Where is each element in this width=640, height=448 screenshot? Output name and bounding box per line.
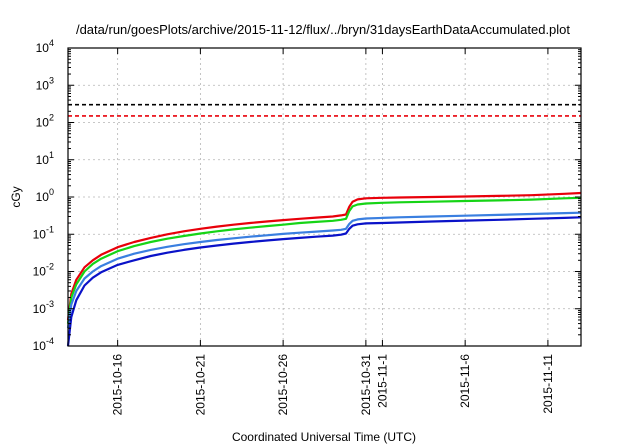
series-line xyxy=(66,191,582,321)
chart-title: /data/run/goesPlots/archive/2015-11-12/f… xyxy=(76,22,570,37)
x-tick-label: 2015-11-6 xyxy=(458,354,472,408)
threshold-layer xyxy=(68,103,581,117)
y-tick-label: 101 xyxy=(36,150,54,167)
y-tick-label: 10-1 xyxy=(33,224,54,241)
series-layer xyxy=(66,191,582,347)
y-tick-label: 104 xyxy=(36,38,54,55)
x-tick-label: 2015-10-26 xyxy=(276,354,290,416)
y-tick-layer: 10-4 10-3 10-2 10-1 100 101 102 103 104 xyxy=(33,38,581,353)
y-tick-label: 10-4 xyxy=(33,336,54,353)
x-tick-label: 2015-11-11 xyxy=(541,354,555,414)
grid-layer xyxy=(68,48,581,346)
x-axis-label: Coordinated Universal Time (UTC) xyxy=(232,430,416,444)
y-tick-label: 10-3 xyxy=(33,299,54,316)
y-tick-label: 10-2 xyxy=(33,262,54,279)
series-line xyxy=(66,196,582,324)
series-line xyxy=(66,216,582,347)
y-tick-label: 102 xyxy=(36,113,54,130)
y-axis-label: cGy xyxy=(9,186,23,207)
series-line xyxy=(66,211,582,329)
y-tick-label: 100 xyxy=(36,187,54,204)
x-tick-label: 2015-10-31 xyxy=(359,354,373,416)
x-tick-label: 2015-11-1 xyxy=(375,354,389,408)
x-tick-label: 2015-10-16 xyxy=(111,354,125,416)
x-tick-label: 2015-10-21 xyxy=(193,354,207,416)
y-tick-label: 103 xyxy=(36,75,54,92)
x-tick-layer: 2015-10-16 2015-10-21 2015-10-26 2015-10-31… xyxy=(111,48,555,415)
